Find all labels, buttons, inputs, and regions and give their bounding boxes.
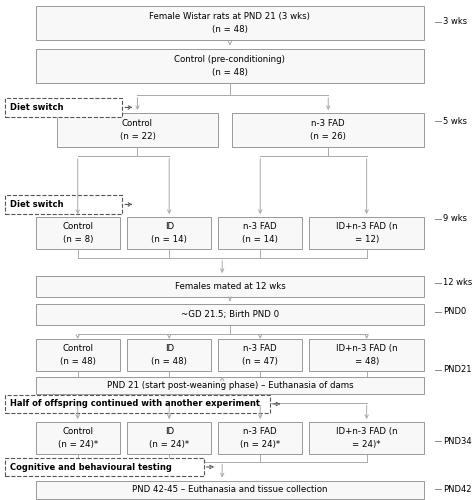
FancyBboxPatch shape: [36, 339, 120, 371]
FancyBboxPatch shape: [36, 6, 424, 40]
Text: (n = 24)*: (n = 24)*: [149, 440, 189, 449]
Text: = 48): = 48): [355, 357, 379, 366]
FancyBboxPatch shape: [218, 422, 302, 454]
Text: 12 wks: 12 wks: [443, 278, 473, 287]
FancyBboxPatch shape: [127, 339, 211, 371]
FancyBboxPatch shape: [127, 422, 211, 454]
Text: 5 wks: 5 wks: [443, 116, 467, 126]
Text: ID+n-3 FAD (n: ID+n-3 FAD (n: [336, 344, 398, 353]
Text: (n = 14): (n = 14): [242, 235, 278, 244]
Text: n-3 FAD: n-3 FAD: [244, 344, 277, 353]
FancyBboxPatch shape: [127, 217, 211, 249]
FancyBboxPatch shape: [218, 217, 302, 249]
Text: (n = 47): (n = 47): [242, 357, 278, 366]
Text: ID: ID: [164, 344, 174, 353]
Text: (n = 48): (n = 48): [212, 68, 248, 76]
FancyBboxPatch shape: [36, 48, 424, 82]
FancyBboxPatch shape: [5, 98, 122, 117]
FancyBboxPatch shape: [309, 422, 424, 454]
Text: ID+n-3 FAD (n: ID+n-3 FAD (n: [336, 427, 398, 436]
Text: n-3 FAD: n-3 FAD: [244, 222, 277, 231]
Text: ID: ID: [164, 427, 174, 436]
Text: Control: Control: [122, 119, 153, 128]
Text: PND 21 (start post-weaning phase) – Euthanasia of dams: PND 21 (start post-weaning phase) – Euth…: [107, 380, 353, 390]
Text: Females mated at 12 wks: Females mated at 12 wks: [174, 282, 285, 291]
FancyBboxPatch shape: [57, 113, 218, 147]
Text: ~GD 21.5; Birth PND 0: ~GD 21.5; Birth PND 0: [181, 310, 279, 319]
Text: Control (pre-conditioning): Control (pre-conditioning): [174, 54, 285, 64]
Text: PND 42-45 – Euthanasia and tissue collection: PND 42-45 – Euthanasia and tissue collec…: [132, 485, 328, 494]
Text: (n = 24)*: (n = 24)*: [240, 440, 280, 449]
Text: Diet switch: Diet switch: [10, 200, 64, 209]
Text: (n = 24)*: (n = 24)*: [58, 440, 98, 449]
Text: (n = 48): (n = 48): [151, 357, 187, 366]
Text: Control: Control: [62, 222, 93, 231]
Text: = 24)*: = 24)*: [352, 440, 381, 449]
Text: (n = 48): (n = 48): [60, 357, 96, 366]
FancyBboxPatch shape: [36, 276, 424, 297]
Text: Half of offspring continued with another experiment: Half of offspring continued with another…: [10, 400, 260, 408]
Text: ID+n-3 FAD (n: ID+n-3 FAD (n: [336, 222, 398, 231]
Text: PND21: PND21: [443, 366, 472, 374]
Text: (n = 48): (n = 48): [212, 25, 248, 34]
Text: 9 wks: 9 wks: [443, 214, 467, 223]
FancyBboxPatch shape: [5, 395, 270, 413]
FancyBboxPatch shape: [36, 422, 120, 454]
Text: = 12): = 12): [355, 235, 379, 244]
FancyBboxPatch shape: [5, 195, 122, 214]
Text: Diet switch: Diet switch: [10, 103, 64, 112]
Text: PND0: PND0: [443, 307, 466, 316]
Text: n-3 FAD: n-3 FAD: [244, 427, 277, 436]
Text: (n = 14): (n = 14): [151, 235, 187, 244]
FancyBboxPatch shape: [5, 458, 204, 476]
FancyBboxPatch shape: [36, 376, 424, 394]
Text: Female Wistar rats at PND 21 (3 wks): Female Wistar rats at PND 21 (3 wks): [149, 12, 310, 21]
Text: n-3 FAD: n-3 FAD: [311, 119, 345, 128]
FancyBboxPatch shape: [36, 217, 120, 249]
FancyBboxPatch shape: [309, 339, 424, 371]
Text: PND42: PND42: [443, 484, 472, 494]
FancyBboxPatch shape: [36, 480, 424, 498]
Text: Control: Control: [62, 344, 93, 353]
Text: (n = 8): (n = 8): [63, 235, 93, 244]
FancyBboxPatch shape: [232, 113, 424, 147]
Text: (n = 22): (n = 22): [119, 132, 155, 141]
Text: Control: Control: [62, 427, 93, 436]
Text: 3 wks: 3 wks: [443, 18, 467, 26]
Text: Cognitive and behavioural testing: Cognitive and behavioural testing: [10, 462, 173, 471]
FancyBboxPatch shape: [218, 339, 302, 371]
Text: PND34: PND34: [443, 436, 472, 446]
FancyBboxPatch shape: [309, 217, 424, 249]
FancyBboxPatch shape: [36, 304, 424, 325]
Text: ID: ID: [164, 222, 174, 231]
Text: (n = 26): (n = 26): [310, 132, 346, 141]
